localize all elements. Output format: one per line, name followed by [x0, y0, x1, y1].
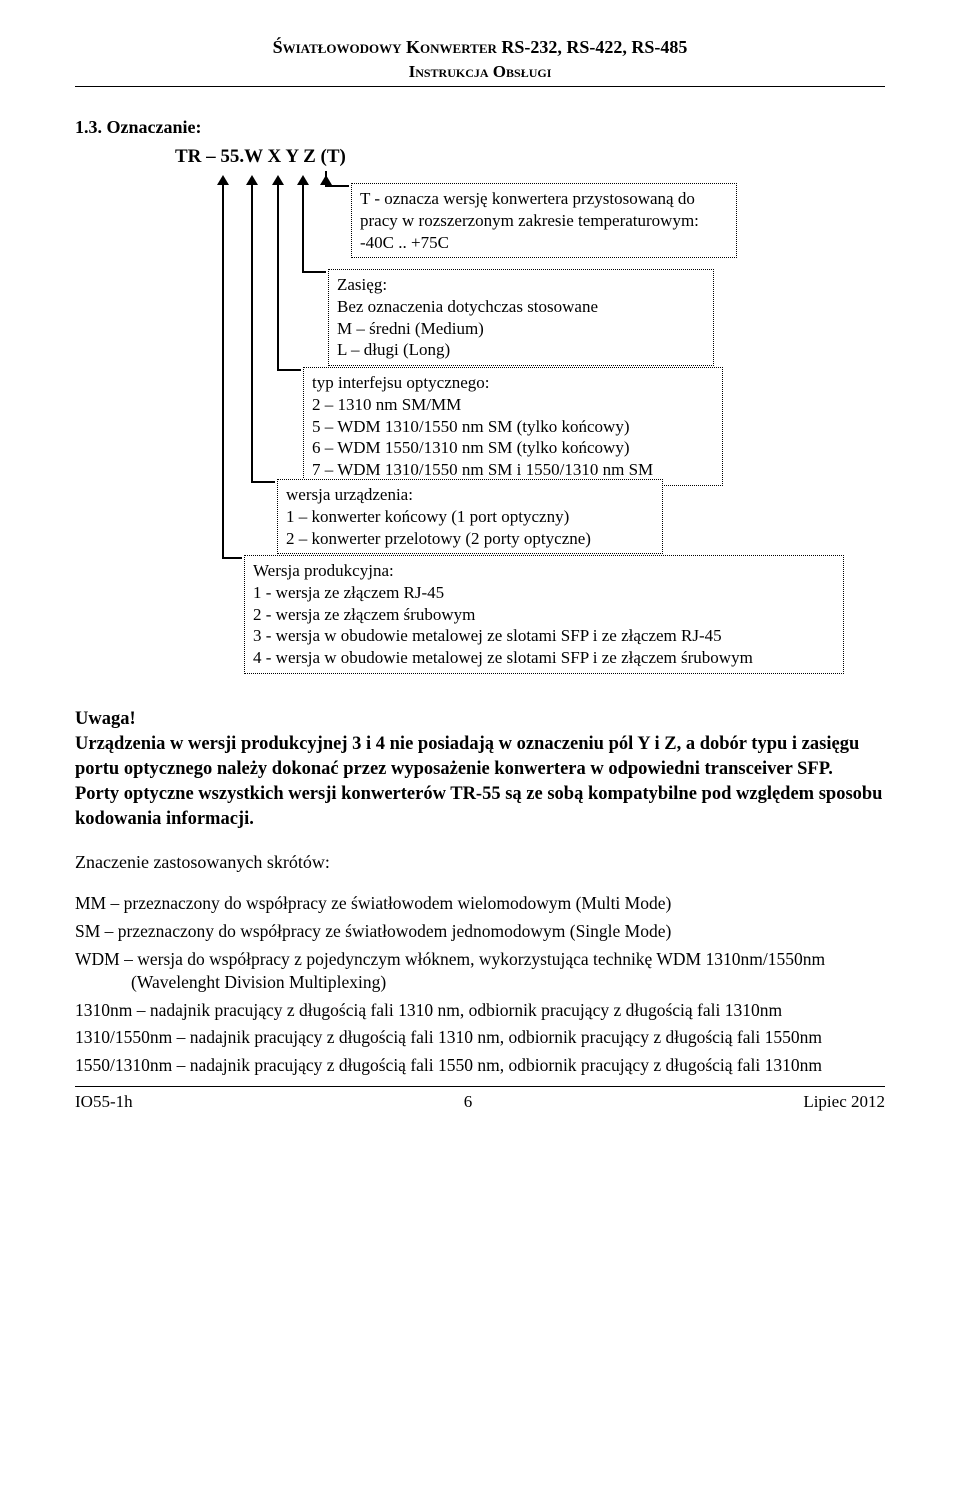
box-w-l4: 4 - wersja w obudowie metalowej ze slota… [253, 647, 835, 669]
footer-divider [75, 1086, 885, 1087]
corner-x [251, 467, 275, 483]
page-header-title: Światłowodowy Konwerter RS-232, RS-422, … [75, 35, 885, 59]
box-y-l3: 6 – WDM 1550/1310 nm SM (tylko końcowy) [312, 437, 714, 459]
box-y-l4: 7 – WDM 1310/1550 nm SM i 1550/1310 nm S… [312, 459, 714, 481]
box-w-l1: 1 - wersja ze złączem RJ-45 [253, 582, 835, 604]
line-w [222, 179, 224, 559]
abbrev-1310: 1310nm – nadajnik pracujący z długością … [75, 999, 885, 1023]
section-heading: 1.3. Oznaczanie: [75, 115, 885, 139]
box-y-l2: 5 – WDM 1310/1550 nm SM (tylko końcowy) [312, 416, 714, 438]
box-y-l1: 2 – 1310 nm SM/MM [312, 394, 714, 416]
line-y [277, 179, 279, 371]
box-w-title: Wersja produkcyjna: [253, 560, 835, 582]
header-divider [75, 86, 885, 87]
arrow-w [217, 175, 229, 185]
abbrev-title: Znaczenie zastosowanych skrótów: [75, 850, 885, 874]
corner-y [277, 355, 301, 371]
box-x-l2: 2 – konwerter przelotowy (2 porty optycz… [286, 528, 654, 550]
box-z: Zasięg: Bez oznaczenia dotychczas stosow… [328, 269, 714, 366]
uwaga-label: Uwaga! [75, 707, 885, 732]
model-code: TR – 55.W X Y Z (T) [175, 144, 885, 170]
page-header-subtitle: Instrukcja Obsługi [75, 61, 885, 84]
abbrev-wdm: WDM – wersja do współpracy z pojedynczym… [75, 948, 885, 995]
abbrev-sm: SM – przeznaczony do współpracy ze świat… [75, 920, 885, 944]
box-w-l3: 3 - wersja w obudowie metalowej ze slota… [253, 625, 835, 647]
corner-t [325, 171, 349, 187]
arrow-z [297, 175, 309, 185]
box-z-l2: M – średni (Medium) [337, 318, 705, 340]
arrow-y [272, 175, 284, 185]
box-z-title: Zasięg: [337, 274, 705, 296]
box-z-l3: L – długi (Long) [337, 339, 705, 361]
box-z-l1: Bez oznaczenia dotychczas stosowane [337, 296, 705, 318]
box-t-text: T - oznacza wersję konwertera przystosow… [360, 189, 699, 252]
box-x: wersja urządzenia: 1 – konwerter końcowy… [277, 479, 663, 554]
bold-note: Uwaga! Urządzenia w wersji produkcyjnej … [75, 707, 885, 832]
abbrev-mm: MM – przeznaczony do współpracy ze świat… [75, 892, 885, 916]
abbrev-13101550: 1310/1550nm – nadajnik pracujący z długo… [75, 1026, 885, 1050]
corner-z [302, 257, 326, 273]
corner-w [222, 543, 242, 559]
page-footer: IO55-1h 6 Lipiec 2012 [75, 1091, 885, 1114]
arrow-x [246, 175, 258, 185]
box-y: typ interfejsu optycznego: 2 – 1310 nm S… [303, 367, 723, 486]
footer-right: Lipiec 2012 [803, 1091, 885, 1114]
footer-left: IO55-1h [75, 1091, 133, 1114]
box-x-l1: 1 – konwerter końcowy (1 port optyczny) [286, 506, 654, 528]
line-x [251, 179, 253, 483]
box-y-title: typ interfejsu optycznego: [312, 372, 714, 394]
box-w-l2: 2 - wersja ze złączem śrubowym [253, 604, 835, 626]
box-x-title: wersja urządzenia: [286, 484, 654, 506]
naming-diagram: T - oznacza wersję konwertera przystosow… [75, 179, 885, 689]
box-t: T - oznacza wersję konwertera przystosow… [351, 183, 737, 258]
abbrev-15501310: 1550/1310nm – nadajnik pracujący z długo… [75, 1054, 885, 1078]
bold-note-p2: Porty optyczne wszystkich wersji konwert… [75, 782, 885, 832]
footer-center: 6 [464, 1091, 473, 1114]
bold-note-p1: Urządzenia w wersji produkcyjnej 3 i 4 n… [75, 732, 885, 782]
box-w: Wersja produkcyjna: 1 - wersja ze złącze… [244, 555, 844, 674]
